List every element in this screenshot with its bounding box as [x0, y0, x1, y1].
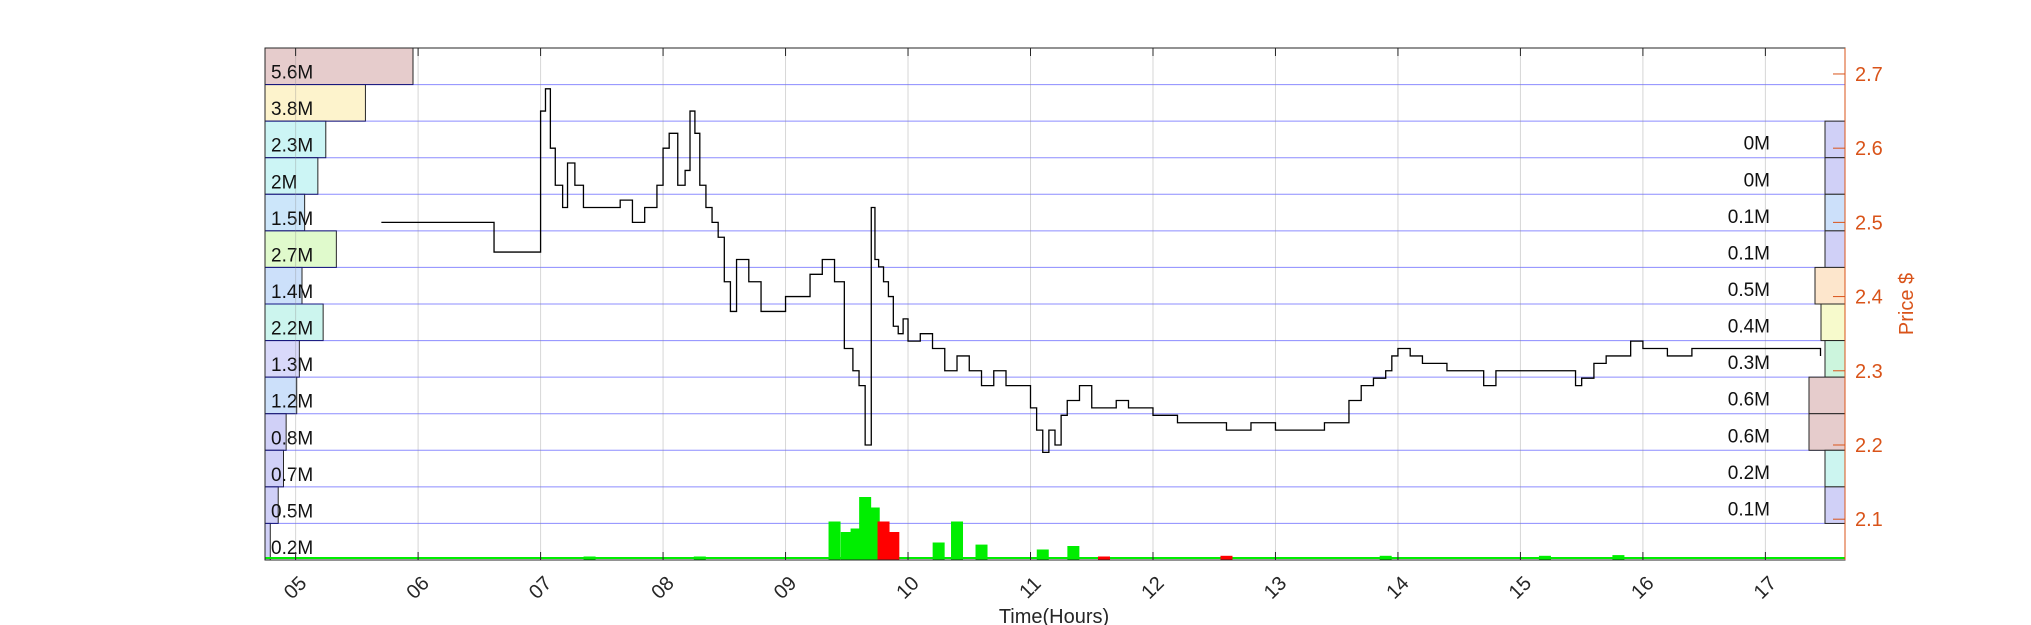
x-axis-label: Time(Hours)	[999, 606, 1109, 625]
volume-bar	[693, 556, 706, 560]
right-profile-bar	[1824, 157, 1846, 195]
left-profile-bar	[264, 157, 319, 195]
x-tick-label: 12	[1137, 572, 1168, 603]
left-profile-label: 0.2M	[271, 538, 313, 559]
left-profile-bar	[264, 522, 271, 561]
right-profile-label: 0.1M	[1728, 243, 1770, 264]
right-profile-bar	[1820, 303, 1846, 342]
left-profile-label: 1.3M	[271, 355, 313, 376]
y-tick-label: 2.1	[1855, 509, 1883, 531]
right-profile-label: 0.3M	[1728, 353, 1770, 374]
volume-bar	[951, 521, 964, 560]
right-volume-profile: 0M 0M 0.1M 0.1M 0.5M 0.4M 0.3M 0.6M 0.6M 0.2M 0.1M	[1728, 120, 1846, 524]
right-profile-bar	[1808, 376, 1846, 415]
right-profile-label: 0.6M	[1728, 426, 1770, 447]
grid	[265, 47, 1845, 561]
y-tick-label: 2.4	[1855, 287, 1883, 309]
volume-bar	[1612, 555, 1625, 560]
x-tick-label: 09	[770, 572, 801, 603]
right-profile-bar	[1824, 193, 1846, 232]
left-profile-label: 2M	[271, 172, 297, 193]
y-tick-label: 2.7	[1855, 64, 1883, 86]
right-profile-bar	[1824, 120, 1846, 159]
left-profile-bar	[264, 266, 303, 305]
price-line	[381, 88, 1822, 454]
left-profile-bar	[264, 193, 306, 232]
volume-bar	[1220, 555, 1233, 560]
x-tick-label: 10	[892, 572, 923, 603]
left-volume-profile: 5.6M 3.8M 2.3M 2M 1.5M 2.7M 1.4M 2.2M 1.3M 1.2M 0.…	[264, 47, 414, 561]
right-profile-label: 0.2M	[1728, 463, 1770, 484]
volume-bar	[840, 532, 853, 560]
left-profile-bar	[264, 120, 327, 159]
x-tick-label: 06	[402, 572, 433, 603]
right-profile-bar	[1824, 449, 1846, 488]
left-profile-label: 5.6M	[271, 63, 313, 84]
axes: 05 06 07 08 09 10 11 12 13 14 15 16 17 2.1 2.2 2.3 2.4 2.…	[280, 48, 1883, 604]
left-profile-label: 0.8M	[271, 428, 313, 449]
right-profile-label: 0M	[1744, 170, 1770, 191]
x-tick-label: 11	[1015, 573, 1045, 603]
y-tick-label: 2.3	[1855, 361, 1883, 383]
right-profile-bar	[1824, 230, 1846, 268]
x-tick-label: 08	[647, 572, 678, 603]
price-series	[381, 88, 1822, 454]
left-profile-label: 0.5M	[271, 501, 313, 522]
x-tick-label: 16	[1627, 572, 1658, 603]
volume-bar	[1036, 549, 1049, 560]
right-profile-label: 0.6M	[1728, 390, 1770, 411]
left-profile-label: 0.7M	[271, 465, 313, 486]
left-profile-label: 2.3M	[271, 136, 313, 157]
volume-bar	[932, 542, 945, 560]
left-profile-bar	[264, 47, 414, 86]
right-profile-label: 0.5M	[1728, 280, 1770, 301]
right-profile-label: 0.4M	[1728, 317, 1770, 338]
x-tick-label: 05	[280, 572, 311, 603]
y-axis-label: Price $	[1896, 273, 1918, 335]
right-profile-label: 0M	[1744, 134, 1770, 155]
left-profile-label: 2.2M	[271, 319, 313, 340]
right-profile-bar	[1824, 340, 1846, 378]
volume-bar	[1379, 555, 1392, 560]
y-tick-label: 2.6	[1855, 138, 1883, 160]
volume-bar	[975, 544, 988, 560]
left-profile-label: 1.5M	[271, 209, 313, 230]
x-tick-label: 07	[525, 572, 556, 603]
x-tick-label: 14	[1382, 572, 1413, 603]
y-tick-label: 2.5	[1855, 212, 1883, 234]
volume-bar	[1538, 555, 1551, 560]
left-profile-label: 1.2M	[271, 392, 313, 413]
right-profile-bar	[1824, 486, 1846, 524]
right-profile-label: 0.1M	[1728, 499, 1770, 520]
volume-bar	[887, 532, 900, 560]
volume-bar	[877, 521, 890, 560]
volume-bar	[1067, 546, 1080, 560]
right-profile-label: 0.1M	[1728, 207, 1770, 228]
x-tick-label: 15	[1505, 572, 1536, 603]
volume-bar	[583, 556, 596, 560]
volume-bars	[265, 497, 1845, 560]
left-profile-label: 3.8M	[271, 99, 313, 120]
volume-bar	[867, 507, 880, 560]
volume-bar	[1097, 556, 1110, 560]
y-tick-label: 2.2	[1855, 435, 1883, 457]
right-profile-bar	[1814, 266, 1846, 305]
left-profile-label: 1.4M	[271, 282, 313, 303]
x-tick-label: 17	[1750, 572, 1781, 603]
volume-bar	[828, 521, 841, 560]
left-profile-bar	[264, 376, 298, 415]
x-tick-label: 13	[1260, 572, 1291, 603]
left-profile-bar	[264, 230, 337, 268]
left-profile-label: 2.7M	[271, 245, 313, 266]
